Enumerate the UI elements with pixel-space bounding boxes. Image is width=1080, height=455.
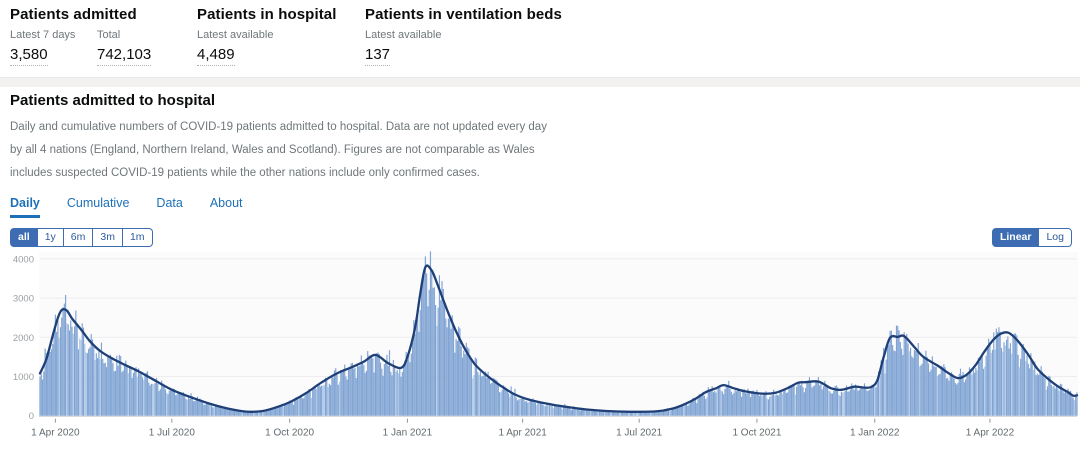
metric-ventilation-latest: Latest available 137 (365, 29, 441, 66)
plot-background (39, 252, 1078, 416)
tab-daily[interactable]: Daily (10, 196, 40, 218)
time-range-button-group: all 1y 6m 3m 1m (10, 228, 153, 247)
svg-text:1 Apr 2021: 1 Apr 2021 (498, 428, 547, 439)
svg-text:1 Jul 2020: 1 Jul 2020 (149, 428, 196, 439)
svg-text:1 Jan 2021: 1 Jan 2021 (383, 428, 433, 439)
page-title: Patients admitted to hospital (10, 92, 216, 109)
svg-text:3000: 3000 (13, 294, 34, 305)
scale-button-log[interactable]: Log (1038, 228, 1072, 247)
range-button-1y[interactable]: 1y (36, 228, 64, 247)
svg-text:1 Jul 2021: 1 Jul 2021 (616, 428, 663, 439)
range-button-1m[interactable]: 1m (121, 228, 153, 247)
chart-tabs: Daily Cumulative Data About (10, 196, 243, 218)
svg-text:1 Apr 2020: 1 Apr 2020 (31, 428, 80, 439)
tab-cumulative[interactable]: Cumulative (66, 196, 130, 210)
tab-about[interactable]: About (209, 196, 243, 210)
svg-text:4000: 4000 (13, 254, 34, 265)
metric-in-hospital-latest: Latest available 4,489 (197, 29, 273, 66)
stat-title-patients-admitted: Patients admitted (10, 6, 137, 23)
svg-text:2000: 2000 (13, 333, 34, 344)
svg-text:1 Oct 2020: 1 Oct 2020 (265, 428, 314, 439)
metric-value: 3,580 (10, 46, 48, 66)
x-axis: 1 Apr 2020 1 Jul 2020 1 Oct 2020 1 Jan 2021… (31, 418, 1015, 439)
rolling-average-line (38, 264, 1079, 413)
section-description: Daily and cumulative numbers of COVID-19… (10, 121, 547, 179)
daily-bars[interactable] (39, 251, 1078, 416)
svg-text:1000: 1000 (13, 372, 34, 383)
metric-label: Latest available (197, 29, 274, 41)
range-button-6m[interactable]: 6m (62, 228, 94, 247)
scale-toggle-group: Linear Log (991, 228, 1072, 247)
tab-data[interactable]: Data (156, 196, 183, 210)
metric-admitted-latest-7-days: Latest 7 days 3,580 (10, 29, 75, 66)
svg-text:1 Jan 2022: 1 Jan 2022 (850, 428, 900, 439)
metric-label: Latest available (365, 29, 442, 41)
metric-label: Total (97, 29, 121, 41)
metric-value: 4,489 (197, 46, 235, 66)
metric-label: Latest 7 days (10, 29, 76, 41)
svg-text:1 Oct 2021: 1 Oct 2021 (732, 428, 781, 439)
metric-value: 137 (365, 46, 391, 66)
stat-title-patients-in-hospital: Patients in hospital (197, 6, 337, 23)
svg-text:1 Apr 2022: 1 Apr 2022 (966, 428, 1015, 439)
metric-admitted-total: Total 742,103 (97, 29, 152, 66)
admissions-chart[interactable]: 0 1000 2000 3000 4000 1 Apr 2020 1 Jul 2020 1 O… (0, 250, 1080, 455)
scale-button-linear[interactable]: Linear (991, 228, 1040, 247)
section-divider (0, 77, 1080, 87)
metric-value: 742,103 (97, 46, 152, 66)
range-button-all[interactable]: all (10, 228, 38, 247)
svg-text:0: 0 (29, 411, 34, 422)
stat-title-ventilation-beds: Patients in ventilation beds (365, 6, 563, 23)
range-button-3m[interactable]: 3m (92, 228, 123, 247)
